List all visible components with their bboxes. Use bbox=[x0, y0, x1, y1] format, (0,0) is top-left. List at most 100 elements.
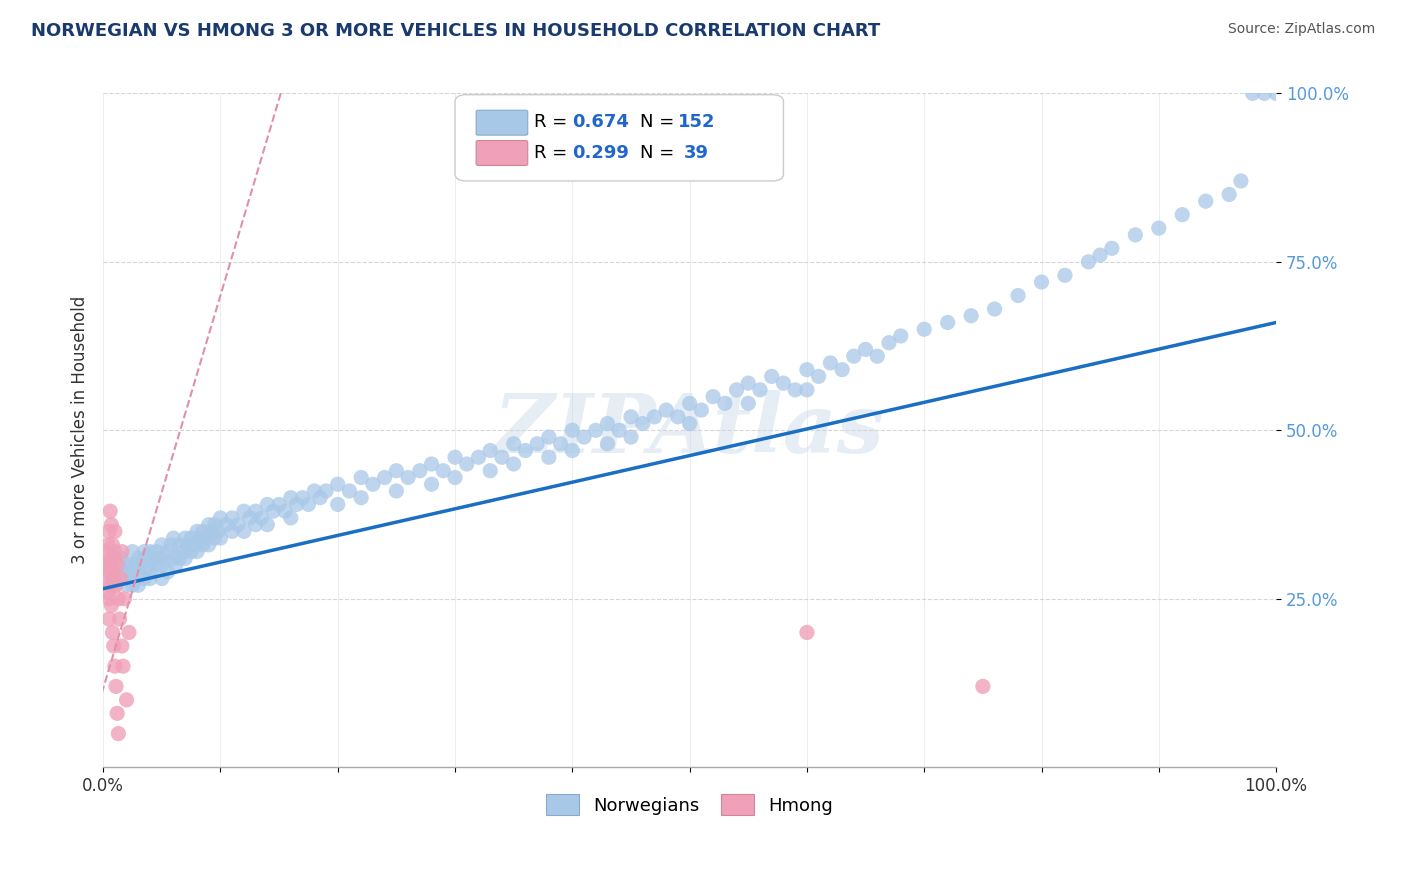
Point bbox=[104, 578, 127, 592]
Point bbox=[100, 599, 122, 613]
Point bbox=[226, 517, 249, 532]
Point bbox=[855, 343, 877, 357]
Point bbox=[1147, 221, 1170, 235]
Point bbox=[714, 396, 737, 410]
Point bbox=[96, 572, 118, 586]
Point bbox=[112, 659, 135, 673]
Point bbox=[702, 390, 724, 404]
Point bbox=[561, 443, 583, 458]
Point bbox=[572, 430, 595, 444]
Point bbox=[297, 498, 319, 512]
Point bbox=[125, 558, 148, 573]
Point bbox=[97, 538, 120, 552]
Point bbox=[262, 504, 284, 518]
Text: ZIPAtlas: ZIPAtlas bbox=[494, 391, 884, 470]
Point bbox=[209, 531, 232, 545]
Point bbox=[655, 403, 678, 417]
Point bbox=[585, 423, 607, 437]
Point bbox=[121, 544, 143, 558]
Point bbox=[127, 551, 149, 566]
Point bbox=[98, 524, 121, 539]
Point bbox=[101, 572, 124, 586]
Point bbox=[139, 572, 162, 586]
Point bbox=[285, 498, 308, 512]
Point bbox=[169, 538, 191, 552]
Point bbox=[127, 578, 149, 592]
Point bbox=[1218, 187, 1240, 202]
Point bbox=[172, 544, 194, 558]
Point bbox=[145, 544, 167, 558]
Point bbox=[972, 679, 994, 693]
Point bbox=[150, 558, 173, 573]
Point bbox=[256, 517, 278, 532]
Point bbox=[232, 504, 254, 518]
Point bbox=[145, 558, 167, 573]
Point bbox=[596, 417, 619, 431]
Point bbox=[432, 464, 454, 478]
Point bbox=[188, 531, 211, 545]
Point bbox=[1123, 227, 1146, 242]
Point bbox=[200, 524, 222, 539]
Point bbox=[115, 693, 138, 707]
Point bbox=[267, 498, 290, 512]
Point bbox=[361, 477, 384, 491]
Point bbox=[139, 565, 162, 579]
Point bbox=[631, 417, 654, 431]
Point bbox=[150, 538, 173, 552]
Point bbox=[129, 558, 152, 573]
Point bbox=[180, 531, 202, 545]
Point bbox=[195, 531, 218, 545]
Point bbox=[148, 551, 170, 566]
Point bbox=[1265, 87, 1288, 101]
Point bbox=[245, 517, 267, 532]
Point bbox=[479, 464, 502, 478]
Y-axis label: 3 or more Vehicles in Household: 3 or more Vehicles in Household bbox=[72, 296, 89, 565]
Point bbox=[912, 322, 935, 336]
Point bbox=[127, 565, 149, 579]
Point bbox=[221, 511, 243, 525]
Point bbox=[350, 470, 373, 484]
Point bbox=[1031, 275, 1053, 289]
Point bbox=[456, 457, 478, 471]
Point bbox=[100, 558, 122, 573]
Point bbox=[1101, 241, 1123, 255]
Point bbox=[315, 483, 337, 498]
Point bbox=[105, 578, 128, 592]
Point bbox=[105, 706, 128, 721]
Point bbox=[107, 726, 129, 740]
Point bbox=[215, 517, 238, 532]
Point bbox=[98, 504, 121, 518]
Point bbox=[115, 558, 138, 573]
Point bbox=[98, 551, 121, 566]
Point bbox=[186, 524, 208, 539]
Point bbox=[877, 335, 900, 350]
Point bbox=[385, 483, 408, 498]
Point bbox=[156, 565, 179, 579]
Point bbox=[960, 309, 983, 323]
Point bbox=[890, 329, 912, 343]
Point bbox=[186, 544, 208, 558]
Point bbox=[280, 491, 302, 505]
Point bbox=[104, 544, 127, 558]
Text: R =: R = bbox=[534, 144, 572, 161]
Point bbox=[162, 551, 184, 566]
Point bbox=[104, 659, 127, 673]
Point bbox=[191, 524, 214, 539]
Point bbox=[678, 396, 700, 410]
Point bbox=[162, 531, 184, 545]
Point bbox=[1088, 248, 1111, 262]
Point bbox=[134, 572, 156, 586]
Point bbox=[101, 565, 124, 579]
Point bbox=[197, 517, 219, 532]
Point bbox=[385, 464, 408, 478]
Text: 0.299: 0.299 bbox=[572, 144, 630, 161]
Point bbox=[108, 612, 131, 626]
Point bbox=[174, 531, 197, 545]
Point bbox=[256, 498, 278, 512]
Point bbox=[101, 538, 124, 552]
Point bbox=[221, 524, 243, 539]
Point bbox=[936, 316, 959, 330]
Point bbox=[136, 558, 159, 573]
Point bbox=[209, 511, 232, 525]
Point bbox=[561, 423, 583, 437]
